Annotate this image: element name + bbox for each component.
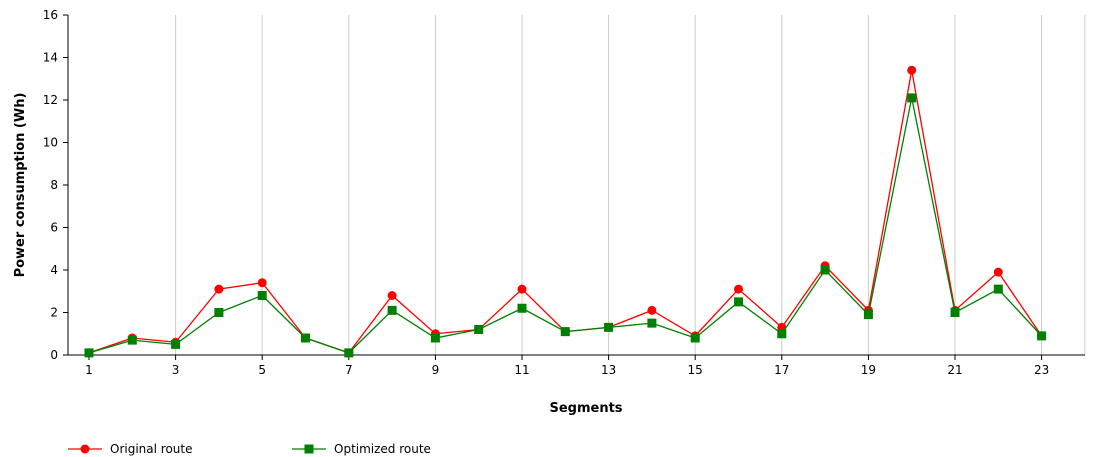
data-point	[777, 329, 787, 339]
x-tick-label: 17	[774, 363, 789, 377]
data-point	[647, 305, 657, 315]
series-group	[84, 65, 1047, 358]
data-point	[517, 303, 527, 313]
data-point	[387, 305, 397, 315]
series-optimized-route	[84, 93, 1047, 358]
legend-marker	[304, 444, 314, 454]
data-point	[344, 348, 354, 358]
data-point	[993, 284, 1003, 294]
series-original-route	[84, 65, 1047, 358]
data-point	[734, 284, 743, 294]
legend: Original route Optimized route	[68, 442, 431, 456]
y-tick-label: 0	[50, 348, 58, 362]
legend-label: Optimized route	[334, 442, 431, 456]
data-point	[301, 333, 310, 343]
axes	[63, 14, 1085, 360]
x-tick-label: 15	[688, 363, 703, 377]
data-point	[690, 333, 700, 343]
data-point	[604, 322, 614, 332]
legend-item: Optimized route	[292, 442, 431, 456]
data-point	[171, 339, 181, 349]
y-tick-label: 4	[50, 263, 58, 277]
y-tick-label: 6	[50, 221, 58, 235]
x-tick-label: 13	[601, 363, 616, 377]
x-tick-label: 23	[1034, 363, 1049, 377]
x-tick-label: 5	[258, 363, 266, 377]
data-point	[474, 325, 484, 334]
data-point	[257, 291, 267, 300]
x-tick-label: 21	[947, 363, 962, 377]
x-tick-label: 11	[514, 363, 529, 377]
data-point	[214, 308, 224, 317]
y-tick-label: 8	[50, 178, 58, 192]
grid-lines	[175, 15, 1086, 355]
y-axis-title: Power consumption (Wh)	[13, 93, 28, 278]
data-point	[993, 267, 1003, 277]
series-line	[88, 70, 1043, 354]
data-point	[647, 318, 657, 328]
data-point	[820, 265, 830, 275]
y-tick-labels: 0 2 4 6 8 10 12 14 16	[43, 8, 58, 362]
data-point	[430, 333, 440, 343]
data-point	[950, 308, 960, 317]
y-tick-label: 12	[43, 93, 58, 107]
x-tick-labels: 1 3 5 7 9 11 13 15 17 19 21 23	[85, 363, 1049, 377]
y-tick-label: 2	[50, 306, 58, 320]
x-tick-label: 1	[85, 363, 93, 377]
x-tick-label: 9	[432, 363, 440, 377]
x-tick-label: 3	[172, 363, 180, 377]
data-point	[257, 278, 267, 288]
data-point	[734, 297, 743, 307]
legend-item: Original route	[68, 442, 192, 456]
data-point	[907, 65, 917, 75]
data-point	[1037, 331, 1047, 341]
y-tick-label: 16	[43, 8, 58, 22]
data-point	[214, 284, 224, 294]
x-tick-label: 19	[861, 363, 876, 377]
data-point	[84, 348, 94, 358]
data-point	[387, 291, 397, 300]
legend-label: Original route	[110, 442, 192, 456]
y-tick-label: 10	[43, 136, 58, 150]
data-point	[560, 327, 570, 337]
x-tick-label: 7	[345, 363, 353, 377]
legend-marker	[80, 444, 90, 454]
x-axis-title: Segments	[549, 401, 622, 416]
y-tick-label: 14	[43, 51, 58, 65]
data-point	[907, 93, 917, 103]
data-point	[127, 335, 137, 345]
data-point	[517, 284, 527, 294]
data-point	[863, 310, 873, 320]
series-line	[88, 97, 1043, 354]
